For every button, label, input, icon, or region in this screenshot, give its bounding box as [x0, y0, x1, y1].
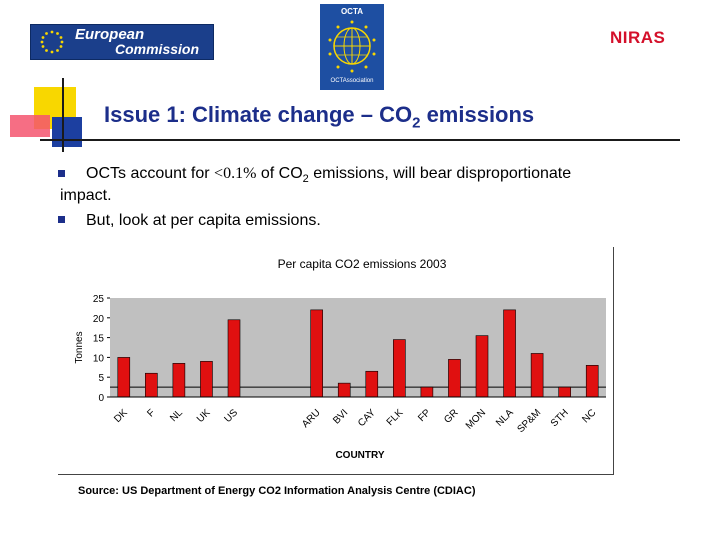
x-tick-label: SP&M: [515, 407, 543, 435]
plot-area: [110, 298, 606, 397]
bar-sth: [558, 386, 571, 398]
bullet-1-part3: emissions, will bear disproportionate: [308, 165, 572, 182]
y-tick-label: 15: [93, 334, 105, 345]
title-main: Issue 1: Climate change – CO: [104, 102, 413, 127]
bullet-1-subscript: 2: [302, 173, 309, 186]
y-tick-label: 0: [98, 393, 104, 404]
y-axis-label: Tonnes: [74, 331, 85, 363]
x-tick-label: GR: [442, 407, 460, 425]
y-tick-label: 5: [98, 373, 104, 384]
bar-gr: [448, 359, 461, 398]
ec-logo-line2: Commission: [115, 41, 200, 57]
x-tick-label: FLK: [385, 407, 406, 428]
bullet-1-part1: OCTs account for: [86, 165, 215, 182]
octa-logo: OCTA OCTAssociation: [320, 4, 384, 90]
bar-fp: [420, 386, 434, 398]
title-subscript: 2: [412, 114, 421, 132]
globe-icon: [328, 20, 376, 73]
x-tick-label: ARU: [300, 407, 323, 430]
bar-nla: [503, 309, 516, 398]
bar-f: [145, 372, 158, 398]
chart-title: Per capita CO2 emissions 2003: [278, 257, 447, 271]
european-commission-logo: European Commission: [30, 24, 214, 60]
x-tick-label: STH: [549, 407, 571, 429]
niras-logo: NIRAS: [610, 28, 666, 47]
octa-logo-bottom-text: OCTAssociation: [330, 78, 374, 84]
y-tick-label: 20: [93, 314, 105, 325]
bar-dk: [117, 357, 131, 398]
bar-spm: [530, 353, 544, 398]
x-tick-label: NLA: [494, 407, 516, 429]
chart-container: Per capita CO2 emissions 2003 0 5 10 15 20 25 T…: [58, 247, 614, 475]
x-tick-label: F: [145, 407, 157, 419]
x-axis-label: COUNTRY: [335, 450, 384, 461]
bar-aru: [310, 309, 323, 398]
decorative-blue-square: [52, 117, 82, 147]
bullet-1-part2: of CO: [256, 165, 303, 182]
y-tick-label: 25: [93, 294, 105, 305]
bullet-1-continuation: impact.: [60, 187, 112, 204]
x-tick-label: UK: [195, 407, 213, 425]
bar-mon: [475, 335, 489, 398]
x-tick-label: NC: [580, 407, 598, 425]
bar-chart: Per capita CO2 emissions 2003 0 5 10 15 20 25 T…: [74, 257, 606, 461]
bullet-square-icon: [58, 216, 65, 223]
bar-flk: [393, 339, 406, 398]
bar-nc: [585, 365, 599, 398]
title-tail: emissions: [420, 102, 535, 127]
x-tick-label: CAY: [356, 407, 378, 429]
bar-uk: [200, 361, 213, 398]
bar-cay: [365, 370, 379, 398]
source-note: Source: US Department of Energy CO2 Info…: [78, 485, 476, 497]
bullet-square-icon: [58, 170, 65, 177]
bullet-1: OCTs account for <0.1% of CO2 emissions,…: [86, 164, 571, 189]
x-tick-label: FP: [416, 407, 433, 424]
bullet-1-percent: <0.1%: [214, 165, 257, 182]
x-tick-label: DK: [112, 407, 130, 425]
x-tick-label: NL: [168, 407, 185, 424]
decorative-vertical-line: [62, 78, 64, 152]
decorative-pink-square: [10, 115, 50, 137]
ec-logo-line1: European: [75, 26, 145, 43]
bullet-2: But, look at per capita emissions.: [86, 212, 321, 229]
x-tick-label: MON: [464, 407, 488, 431]
slide-title: Issue 1: Climate change – CO2 emissions: [104, 102, 534, 131]
x-tick-label: BVI: [331, 407, 350, 426]
x-tick-label: US: [223, 407, 241, 425]
bar-bvi: [337, 382, 351, 398]
octa-logo-top-text: OCTA: [340, 7, 364, 16]
bar-nl: [172, 363, 186, 398]
y-tick-label: 10: [93, 353, 105, 364]
title-underline: [40, 139, 680, 141]
eu-flag-icon: [35, 28, 69, 56]
bar-us: [227, 319, 241, 398]
